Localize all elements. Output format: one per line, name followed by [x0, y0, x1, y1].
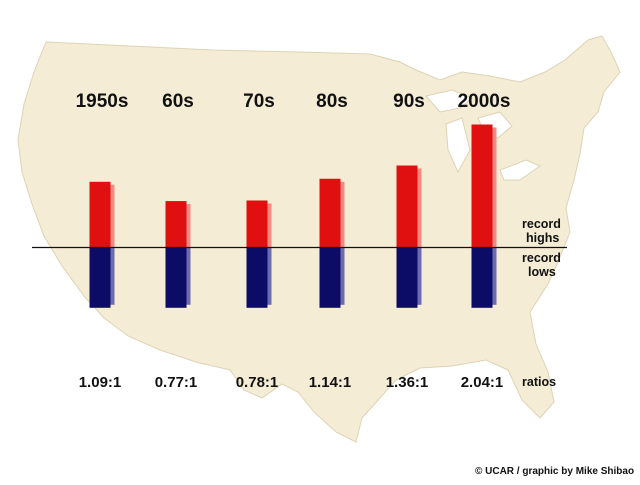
decade-label: 90s — [393, 91, 425, 112]
ratio-label: 0.78:1 — [236, 374, 279, 391]
record-highs-bar-side — [417, 168, 422, 248]
great-lakes-shape — [425, 89, 542, 181]
bars-group — [89, 124, 497, 308]
record-lows-bar — [246, 247, 268, 308]
record-highs-bar — [165, 201, 187, 248]
record-lows-bar-side — [492, 247, 497, 305]
ratio-label: 1.36:1 — [386, 374, 429, 391]
record-highs-bar — [89, 181, 111, 248]
record-highs-label-line1: record — [522, 217, 561, 231]
record-lows-label-line1: record — [522, 251, 561, 265]
record-lows-bar — [319, 247, 341, 308]
us-map-shape — [17, 35, 621, 443]
record-highs-label-line2: highs — [526, 231, 559, 245]
record-lows-bar-side — [340, 247, 345, 305]
record-lows-label-line2: lows — [528, 265, 556, 279]
record-lows-bar-side — [417, 247, 422, 305]
ratio-label: 0.77:1 — [155, 374, 198, 391]
decade-label: 60s — [162, 91, 194, 112]
record-highs-bar-side — [267, 203, 272, 248]
ratio-label: 1.14:1 — [309, 374, 352, 391]
record-lows-bar — [165, 247, 187, 308]
decade-labels: 1950s 60s 70s 80s 90s 2000s — [76, 91, 511, 112]
ratio-labels: 1.09:1 0.77:1 0.78:1 1.14:1 1.36:1 2.04:1 — [79, 374, 504, 391]
ratio-label: 2.04:1 — [461, 374, 504, 391]
decade-label: 80s — [316, 91, 348, 112]
ratio-label: 1.09:1 — [79, 374, 122, 391]
record-highs-bar — [319, 178, 341, 248]
record-highs-bar-side — [492, 127, 497, 248]
record-highs-bar — [396, 165, 418, 248]
us-map-background — [17, 35, 621, 443]
record-lows-bar-side — [110, 247, 115, 305]
decade-label: 70s — [243, 91, 275, 112]
record-highs-bar-side — [340, 181, 345, 248]
record-lows-bar — [396, 247, 418, 308]
record-highs-bar — [471, 124, 493, 248]
record-highs-bar-side — [110, 184, 115, 248]
ratios-label: ratios — [522, 375, 556, 389]
decade-label: 1950s — [76, 91, 129, 112]
record-lows-bar-side — [267, 247, 272, 305]
record-lows-bar — [471, 247, 493, 308]
record-lows-bar-side — [186, 247, 191, 305]
decade-label: 2000s — [458, 91, 511, 112]
record-highs-bar — [246, 200, 268, 248]
record-highs-bar-side — [186, 204, 191, 248]
credit-text: © UCAR / graphic by Mike Shibao — [475, 466, 634, 477]
record-lows-bar — [89, 247, 111, 308]
